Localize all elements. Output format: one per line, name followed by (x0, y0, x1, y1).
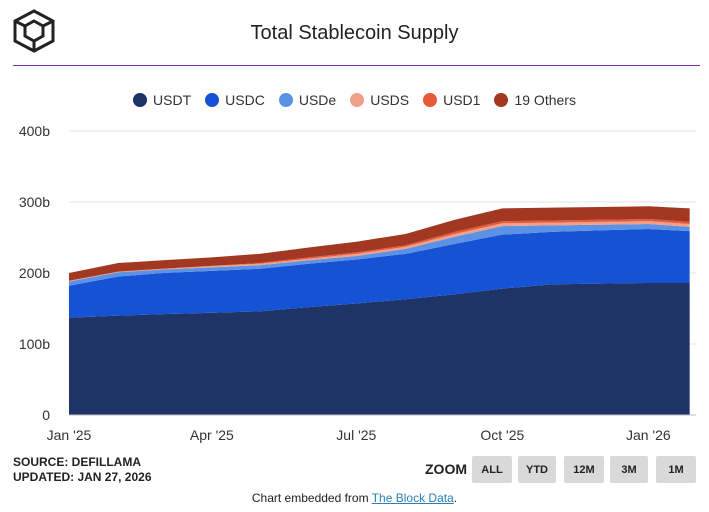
y-tick-label: 200b (19, 265, 50, 281)
x-tick-label: Jan '26 (626, 427, 671, 443)
legend-label: USD1 (443, 92, 481, 108)
x-tick-label: Apr '25 (190, 427, 234, 443)
source-text: SOURCE: DEFILLAMA (13, 455, 141, 469)
area-usdc (69, 228, 690, 318)
legend-swatch (494, 93, 509, 107)
area-usdt (69, 282, 690, 415)
area-usde (69, 224, 690, 286)
legend-swatch (205, 93, 220, 107)
legend-item-usdt[interactable]: USDT (133, 92, 191, 108)
header-divider (13, 65, 700, 66)
x-tick-label: Jan '25 (47, 427, 92, 443)
embed-text: Chart embedded from (251, 491, 372, 505)
updated-text: UPDATED: JAN 27, 2026 (13, 470, 152, 484)
embed-note: Chart embedded from The Block Data. (0, 491, 709, 505)
source-note: SOURCE: DEFILLAMA UPDATED: JAN 27, 2026 (13, 455, 152, 485)
legend-label: 19 Others (514, 92, 576, 108)
chart-title: Total Stablecoin Supply (250, 22, 459, 44)
legend-item-usds[interactable]: USDS (350, 92, 409, 108)
area-19-others (69, 206, 690, 281)
legend-swatch (133, 93, 148, 107)
legend-item-usde[interactable]: USDe (278, 92, 337, 108)
legend-label: USDe (298, 92, 337, 108)
the-block-logo (13, 9, 55, 53)
zoom-label: ZOOM (425, 461, 467, 477)
zoom-3m-button[interactable]: 3M (610, 456, 648, 483)
legend-label: USDC (225, 92, 265, 108)
legend-swatch (350, 93, 365, 107)
area-usd1 (69, 219, 690, 281)
y-tick-label: 400b (19, 123, 50, 139)
legend-swatch (423, 93, 438, 107)
area-usds (69, 221, 690, 282)
legend-swatch (278, 93, 293, 107)
x-tick-label: Oct '25 (480, 427, 524, 443)
zoom-all-button[interactable]: ALL (472, 456, 512, 483)
legend-label: USDT (153, 92, 192, 108)
legend-item-usdc[interactable]: USDC (205, 92, 265, 108)
y-tick-label: 300b (19, 194, 50, 210)
zoom-ytd-button[interactable]: YTD (518, 456, 556, 483)
y-tick-label: 100b (19, 336, 50, 352)
legend-item-others[interactable]: 19 Others (494, 92, 576, 108)
y-tick-label: 0 (42, 407, 50, 423)
legend-item-usd1[interactable]: USD1 (423, 92, 480, 108)
the-block-data-link[interactable]: The Block Data (371, 491, 454, 505)
chart-legend: USDT USDC USDe USDS USD1 19 Others (0, 92, 709, 108)
embed-suffix: . (453, 491, 458, 505)
legend-label: USDS (370, 92, 410, 108)
x-tick-label: Jul '25 (336, 427, 376, 443)
zoom-12m-button[interactable]: 12M (564, 456, 604, 483)
zoom-1m-button[interactable]: 1M (656, 456, 696, 483)
